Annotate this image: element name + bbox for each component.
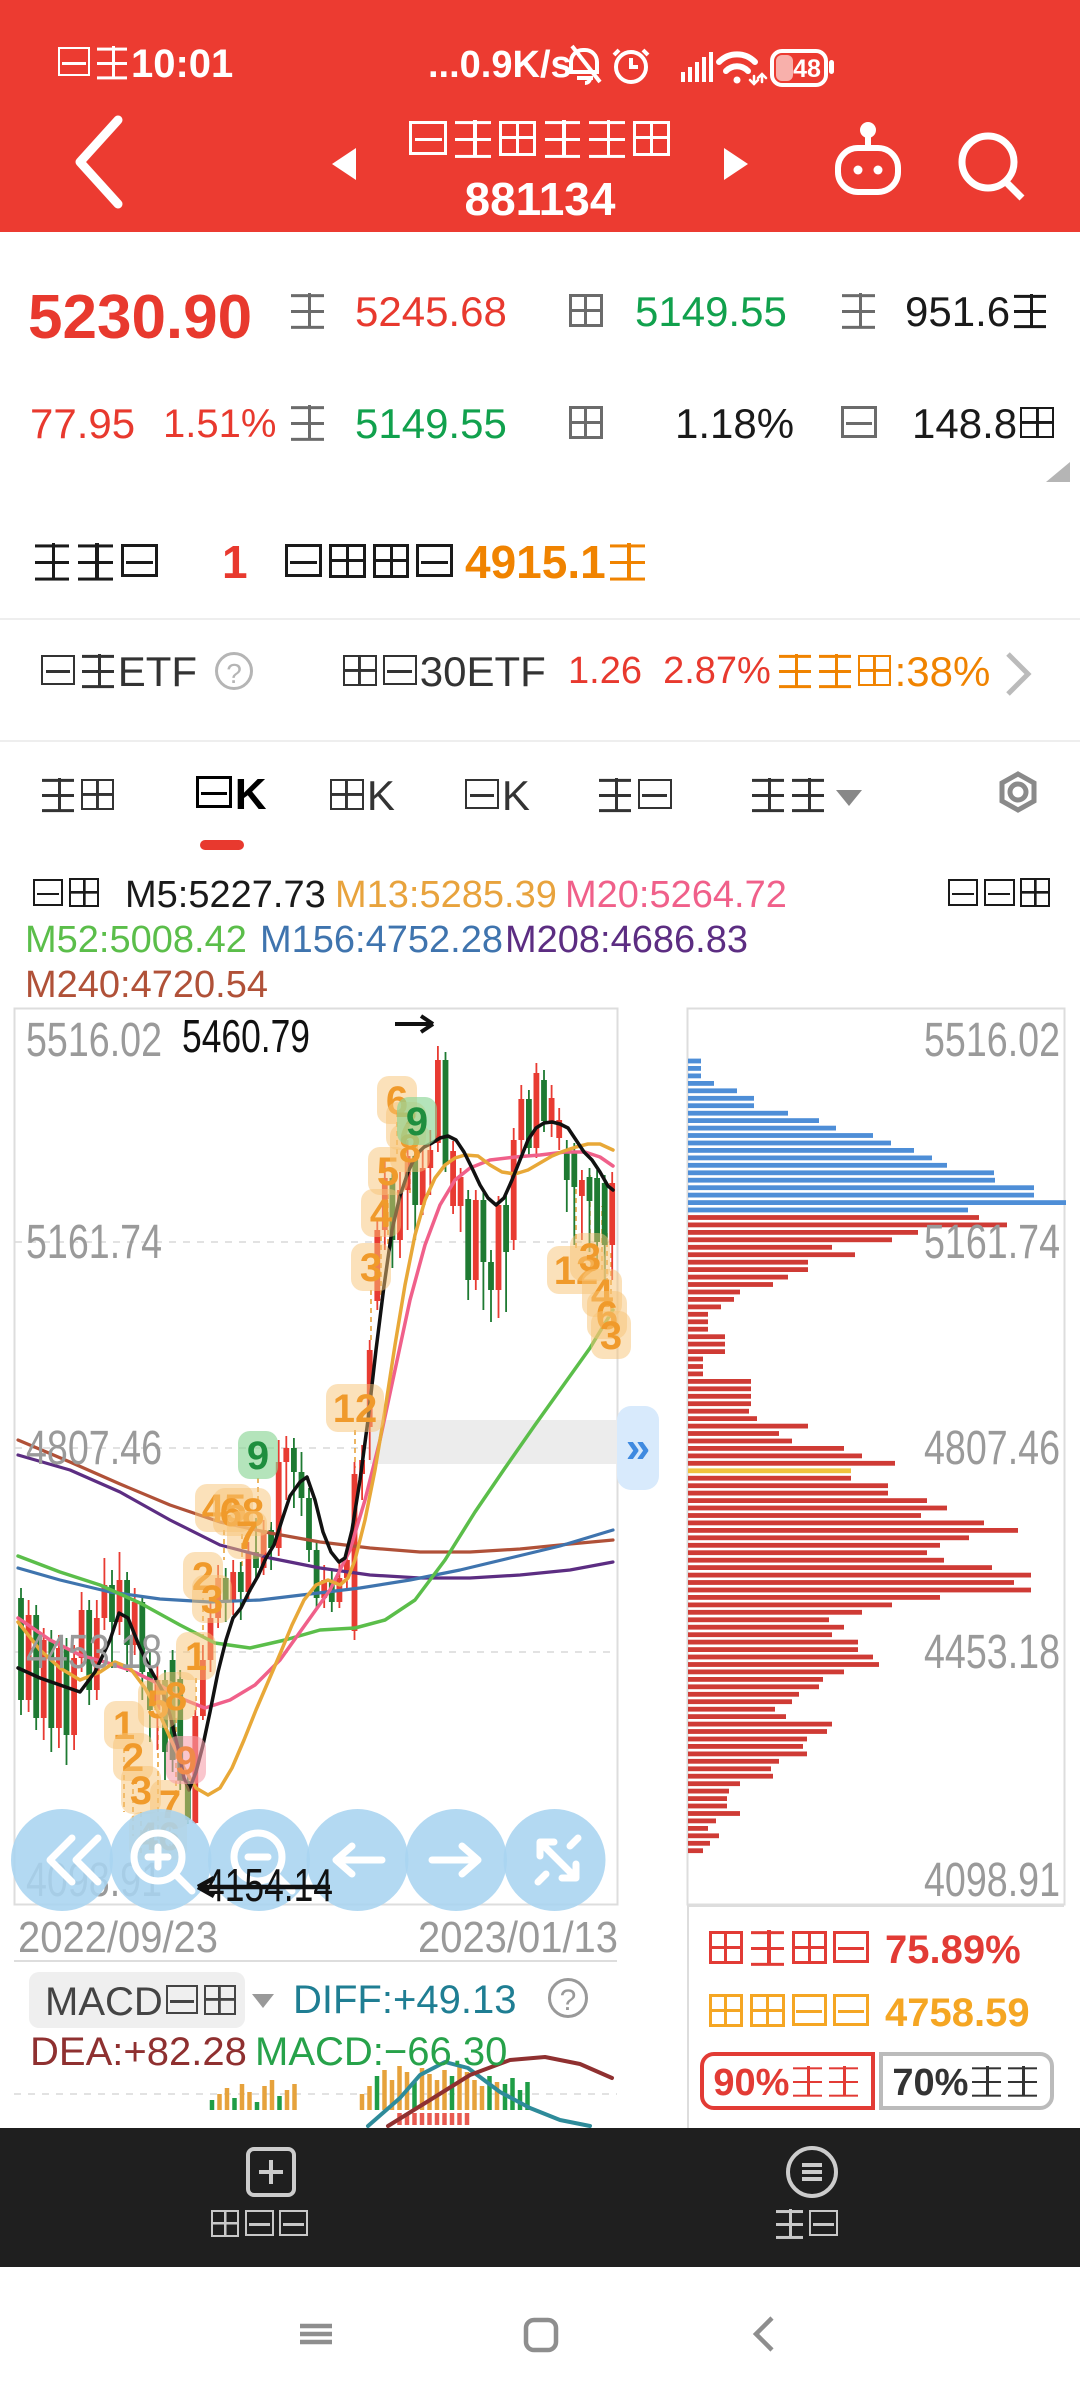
svg-text:2022/09/23: 2022/09/23: [18, 1913, 218, 1960]
svg-text:4453.18: 4453.18: [924, 1626, 1060, 1679]
svg-text:8: 8: [165, 1675, 187, 1719]
svg-text:4: 4: [370, 1192, 393, 1236]
svg-text:7: 7: [236, 1514, 258, 1558]
svg-text:2023/01/13: 2023/01/13: [418, 1913, 618, 1960]
svg-text:»: »: [626, 1423, 650, 1472]
svg-text:9: 9: [247, 1434, 269, 1478]
svg-text:4807.46: 4807.46: [924, 1422, 1060, 1475]
svg-text:5161.74: 5161.74: [924, 1216, 1060, 1269]
svg-text:4807.46: 4807.46: [26, 1422, 162, 1475]
svg-text:5460.79: 5460.79: [182, 1010, 310, 1062]
svg-text:5516.02: 5516.02: [924, 1014, 1060, 1067]
svg-text:5516.02: 5516.02: [26, 1014, 162, 1067]
svg-text:3: 3: [130, 1769, 152, 1813]
svg-text:12: 12: [333, 1387, 378, 1431]
svg-text:9: 9: [406, 1100, 428, 1144]
svg-text:48: 48: [793, 55, 821, 83]
svg-text:1: 1: [185, 1635, 207, 1679]
svg-text:4098.91: 4098.91: [924, 1854, 1060, 1907]
svg-text:4453.18: 4453.18: [26, 1626, 162, 1679]
svg-text:5161.74: 5161.74: [26, 1216, 162, 1269]
svg-text:9: 9: [175, 1739, 197, 1783]
svg-text:3: 3: [360, 1246, 382, 1290]
svg-text:3: 3: [600, 1314, 622, 1358]
svg-text:3: 3: [201, 1578, 223, 1622]
